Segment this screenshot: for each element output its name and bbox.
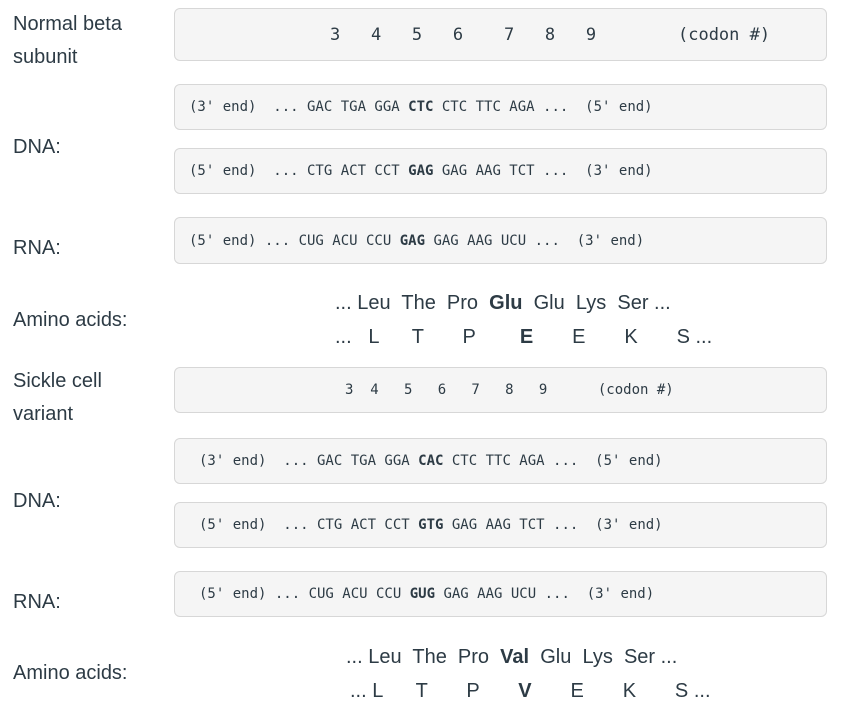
aa-text: E K S ... bbox=[531, 680, 711, 702]
sickle-aa-one-letter: ... L T P V E K S ... bbox=[350, 679, 711, 703]
highlight-aa: E bbox=[519, 326, 534, 348]
aa-text: E K S ... bbox=[533, 326, 713, 348]
sickle-rna-strand: (5' end) ... CUG ACU CCU GUG GAG AAG UCU… bbox=[174, 571, 827, 617]
seq-text: (3' end) ... GAC TGA GGA bbox=[189, 99, 409, 115]
seq-text: (5' end) ... CUG ACU CCU bbox=[199, 586, 410, 602]
sickle-codon-numbers: 3 4 5 6 7 8 9 (codon #) bbox=[174, 367, 827, 413]
highlight-codon: CAC bbox=[418, 453, 444, 469]
seq-text: GAG AAG UCU ... (3' end) bbox=[435, 586, 655, 602]
highlight-aa: Glu bbox=[489, 292, 523, 314]
sickle-aa-label: Amino acids: bbox=[13, 662, 128, 684]
normal-dna-strand-1: (3' end) ... GAC TGA GGA CTC CTC TTC AGA… bbox=[174, 84, 827, 130]
normal-dna-strand-2: (5' end) ... CTG ACT CCT GAG GAG AAG TCT… bbox=[174, 148, 827, 194]
aa-text: Glu Lys Ser ... bbox=[522, 292, 671, 314]
seq-text: (3' end) ... GAC TGA GGA bbox=[199, 453, 419, 469]
highlight-aa: V bbox=[518, 680, 532, 702]
normal-aa-one-letter: ... L T P E E K S ... bbox=[335, 325, 712, 349]
sickle-dna-strand-1: (3' end) ... GAC TGA GGA CAC CTC TTC AGA… bbox=[174, 438, 827, 484]
highlight-aa: Val bbox=[500, 646, 530, 668]
sickle-aa-three-letter: ... Leu The Pro Val Glu Lys Ser ... bbox=[346, 645, 677, 669]
highlight-codon: CTC bbox=[408, 99, 434, 115]
normal-aa-label: Amino acids: bbox=[13, 309, 128, 331]
seq-text: (5' end) ... CTG ACT CCT bbox=[189, 163, 409, 179]
sickle-rna-label: RNA: bbox=[13, 591, 61, 613]
sickle-dna-strand-2: (5' end) ... CTG ACT CCT GTG GAG AAG TCT… bbox=[174, 502, 827, 548]
seq-text: GAG AAG TCT ... (3' end) bbox=[433, 163, 653, 179]
highlight-codon: GUG bbox=[409, 586, 436, 602]
normal-rna-label: RNA: bbox=[13, 237, 61, 259]
seq-text: (5' end) ... CTG ACT CCT bbox=[199, 517, 419, 533]
aa-text: Glu Lys Ser ... bbox=[529, 646, 678, 668]
highlight-codon: GAG bbox=[408, 163, 434, 179]
normal-aa-three-letter: ... Leu The Pro Glu Glu Lys Ser ... bbox=[335, 291, 671, 315]
sickle-dna-label: DNA: bbox=[13, 490, 61, 512]
aa-text: ... L T P bbox=[335, 326, 520, 348]
aa-text: ... Leu The Pro bbox=[335, 292, 490, 314]
sickle-section-label: Sickle cell variant bbox=[13, 370, 102, 425]
normal-rna-strand: (5' end) ... CUG ACU CCU GAG GAG AAG UCU… bbox=[174, 217, 827, 264]
normal-codon-numbers: 3 4 5 6 7 8 9 (codon #) bbox=[174, 8, 827, 61]
seq-text: (5' end) ... CUG ACU CCU bbox=[189, 232, 400, 249]
seq-text: CTC TTC AGA ... (5' end) bbox=[443, 453, 663, 469]
highlight-codon: GAG bbox=[399, 232, 426, 249]
seq-text: GAG AAG TCT ... (3' end) bbox=[443, 517, 663, 533]
normal-section-label: Normal beta subunit bbox=[13, 13, 122, 68]
highlight-codon: GTG bbox=[418, 517, 444, 533]
aa-text: ... Leu The Pro bbox=[346, 646, 501, 668]
normal-dna-label: DNA: bbox=[13, 136, 61, 158]
aa-text: ... L T P bbox=[350, 680, 519, 702]
seq-text: GAG AAG UCU ... (3' end) bbox=[425, 232, 645, 249]
seq-text: CTC TTC AGA ... (5' end) bbox=[433, 99, 653, 115]
